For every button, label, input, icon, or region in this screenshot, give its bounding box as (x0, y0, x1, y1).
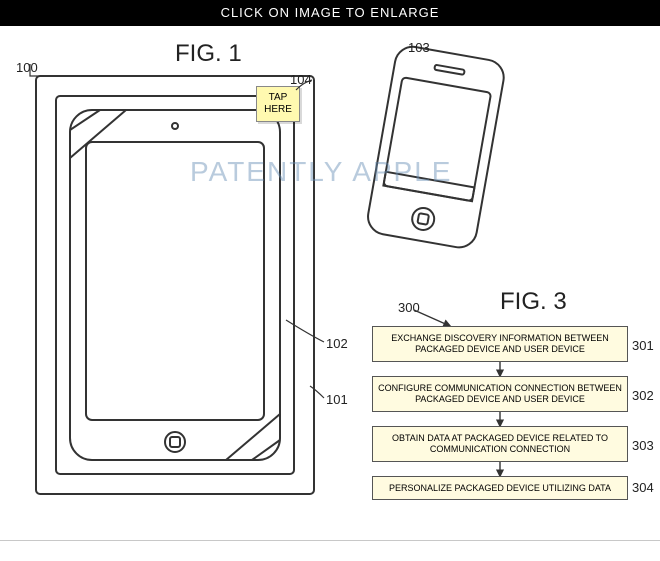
fig3-step-2: CONFIGURE COMMUNICATION CONNECTION BETWE… (372, 376, 628, 412)
ref-301: 301 (632, 338, 654, 353)
fig3-step-1-text: EXCHANGE DISCOVERY INFORMATION BETWEEN P… (377, 333, 623, 355)
fig3-step-3-text: OBTAIN DATA AT PACKAGED DEVICE RELATED T… (377, 433, 623, 455)
bottom-divider (0, 540, 660, 541)
fig3-step-1: EXCHANGE DISCOVERY INFORMATION BETWEEN P… (372, 326, 628, 362)
figure-stage[interactable]: CLICK ON IMAGE TO ENLARGE FIG. 1 TAP (0, 0, 660, 561)
ref-303: 303 (632, 438, 654, 453)
fig3-step-4: PERSONALIZE PACKAGED DEVICE UTILIZING DA… (372, 476, 628, 500)
fig3-step-4-text: PERSONALIZE PACKAGED DEVICE UTILIZING DA… (389, 483, 611, 494)
ref-304: 304 (632, 480, 654, 495)
fig3-step-3: OBTAIN DATA AT PACKAGED DEVICE RELATED T… (372, 426, 628, 462)
fig3-step-2-text: CONFIGURE COMMUNICATION CONNECTION BETWE… (377, 383, 623, 405)
ref-302: 302 (632, 388, 654, 403)
